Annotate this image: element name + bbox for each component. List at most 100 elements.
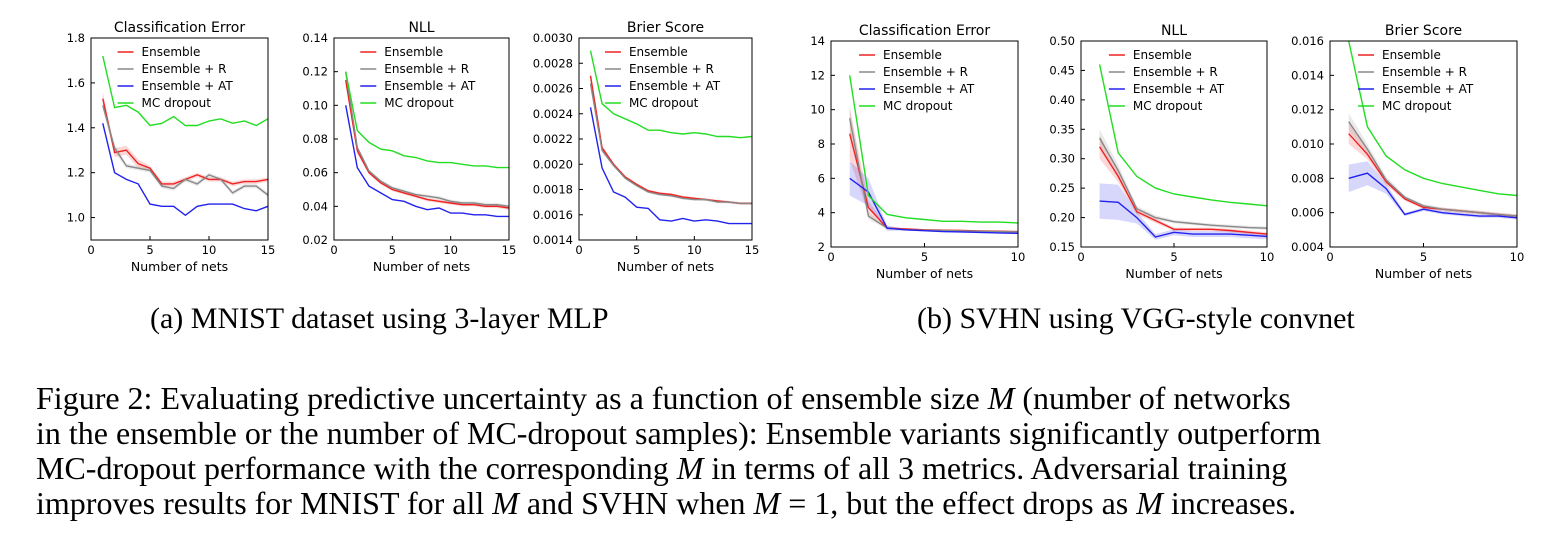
x-axis-label: Number of nets [1375, 266, 1472, 281]
series-line-ensemble-r [345, 71, 510, 207]
y-tick-label: 0.0016 [533, 208, 573, 222]
x-tick-label: 5 [1170, 250, 1177, 264]
x-tick-label: 5 [146, 243, 153, 257]
legend-entry: MC dropout [883, 99, 953, 113]
chart-6: Brier Score Number of nets 0 5 10 0.004 0.006 0… [1291, 23, 1524, 281]
x-tick-label: 5 [633, 243, 640, 257]
plot-area: Brier Score Number of nets 0 5 10 15 0.0014 0.0… [533, 20, 760, 274]
legend-entry: MC dropout [142, 96, 212, 110]
legend-entry: MC dropout [629, 96, 699, 110]
y-tick-label: 0.016 [1291, 34, 1324, 48]
chart-title: Classification Error [114, 20, 245, 36]
caption-line-4: improves results for MNIST for all M and… [36, 485, 1297, 521]
chart-title: NLL [408, 20, 434, 36]
chart-title: Classification Error [859, 23, 990, 39]
x-tick-label: 5 [1420, 250, 1427, 264]
y-tick-label: 0.40 [1049, 93, 1075, 107]
series-line-ensemble-at [589, 107, 752, 225]
plot-area: Classification Error Number of nets 0 5 10 15… [67, 20, 276, 274]
y-tick-label: 1.4 [67, 121, 85, 135]
caption-line-2: in the ensemble or the number of MC-drop… [36, 415, 1322, 451]
series-line-ensemble-r [849, 118, 1019, 233]
y-tick-label: 0.25 [1049, 181, 1075, 195]
y-tick-label: 1.8 [67, 31, 85, 45]
plot-area: Brier Score Number of nets 0 5 10 0.004 0.006 0… [1291, 23, 1524, 281]
legend-entry: Ensemble + R [883, 65, 968, 79]
y-tick-label: 0.04 [302, 199, 328, 213]
y-tick-label: 1.0 [67, 211, 85, 225]
band-ensemble-at [1099, 183, 1267, 240]
y-tick-label: 6 [818, 171, 825, 185]
figure-caption: Figure 2: Evaluating predictive uncertai… [36, 381, 1548, 521]
figure-charts: Classification Error Number of nets 0 5 10 15… [67, 20, 1525, 281]
legend-entry: Ensemble + AT [142, 79, 234, 93]
y-tick-label: 0.0020 [533, 157, 573, 171]
series-line-ensemble [345, 79, 510, 209]
legend-entry: Ensemble [629, 45, 688, 59]
y-tick-label: 0.012 [1291, 103, 1324, 117]
x-tick-label: 0 [87, 243, 94, 257]
x-axis-label: Number of nets [617, 259, 714, 274]
x-tick-label: 10 [202, 243, 217, 257]
plot-area: NLL Number of nets 0 5 10 15 0.02 0.04 0.06 0.08 0… [302, 20, 516, 274]
legend: Ensemble Ensemble + R Ensemble + AT MC drop… [117, 45, 234, 110]
band-ensemble-at [849, 161, 1018, 235]
caption-line-3: MC-dropout performance with the correspo… [36, 450, 1288, 486]
series-line-ensemble [102, 98, 269, 185]
x-tick-label: 0 [1077, 250, 1084, 264]
band-ensemble-r [102, 100, 268, 198]
x-tick-label: 5 [921, 250, 928, 264]
legend-entry: MC dropout [384, 96, 454, 110]
caption-line-1: Figure 2: Evaluating predictive uncertai… [36, 380, 1291, 416]
x-tick-label: 15 [261, 243, 276, 257]
y-tick-label: 0.0030 [533, 31, 573, 45]
y-tick-label: 0.12 [302, 65, 328, 79]
y-tick-label: 0.0018 [533, 183, 573, 197]
y-tick-label: 0.0028 [533, 56, 573, 70]
x-tick-label: 15 [502, 243, 517, 257]
legend-entry: Ensemble + AT [384, 79, 476, 93]
y-tick-label: 0.20 [1049, 211, 1075, 225]
y-tick-label: 14 [810, 34, 825, 48]
y-tick-label: 12 [810, 68, 825, 82]
series-line-mc-dropout [589, 50, 753, 139]
x-axis-label: Number of nets [876, 266, 973, 281]
series-line-mc-dropout [102, 55, 269, 127]
legend-entry: Ensemble + AT [1133, 82, 1225, 96]
series-line-ensemble-r [1348, 121, 1518, 217]
y-tick-label: 0.006 [1291, 206, 1324, 220]
series-line-ensemble-at [345, 105, 509, 218]
series-line-ensemble-at [1099, 200, 1268, 238]
y-tick-label: 0.30 [1049, 152, 1075, 166]
legend-entry: Ensemble + R [384, 62, 469, 76]
y-tick-label: 0.014 [1291, 68, 1324, 82]
y-tick-label: 8 [818, 137, 825, 151]
series-line-mc-dropout [849, 75, 1019, 224]
y-tick-label: 0.004 [1291, 240, 1324, 254]
legend-entry: Ensemble [384, 45, 443, 59]
legend-entry: Ensemble [883, 48, 942, 62]
y-tick-label: 1.2 [67, 166, 85, 180]
y-tick-label: 0.45 [1049, 63, 1075, 77]
legend-entry: Ensemble + AT [1382, 82, 1474, 96]
legend: Ensemble Ensemble + R Ensemble + AT MC drop… [1108, 48, 1225, 113]
x-tick-label: 10 [1011, 250, 1026, 264]
y-tick-label: 0.35 [1049, 122, 1075, 136]
subcaption-b: (b) SVHN using VGG-style convnet [917, 302, 1355, 335]
series-line-ensemble-r [1098, 137, 1268, 229]
y-tick-label: 0.15 [1049, 240, 1075, 254]
legend: Ensemble Ensemble + R Ensemble + AT MC drop… [604, 45, 721, 110]
x-tick-label: 5 [389, 243, 396, 257]
axes-frame [90, 37, 269, 241]
x-tick-label: 0 [827, 250, 834, 264]
series-line-mc-dropout [1098, 64, 1268, 207]
x-tick-label: 10 [443, 243, 458, 257]
legend: Ensemble Ensemble + R Ensemble + AT MC drop… [859, 48, 975, 113]
legend-entry: Ensemble [1133, 48, 1192, 62]
series-line-ensemble-at [849, 177, 1019, 234]
chart-2: NLL Number of nets 0 5 10 15 0.02 0.04 0.06 0.08 0… [302, 20, 516, 274]
plot-area: Classification Error Number of nets 0 5 10 2 4… [810, 23, 1025, 281]
legend-entry: MC dropout [1133, 99, 1203, 113]
series-line-ensemble-at [102, 123, 269, 217]
y-tick-label: 0.008 [1291, 171, 1324, 185]
